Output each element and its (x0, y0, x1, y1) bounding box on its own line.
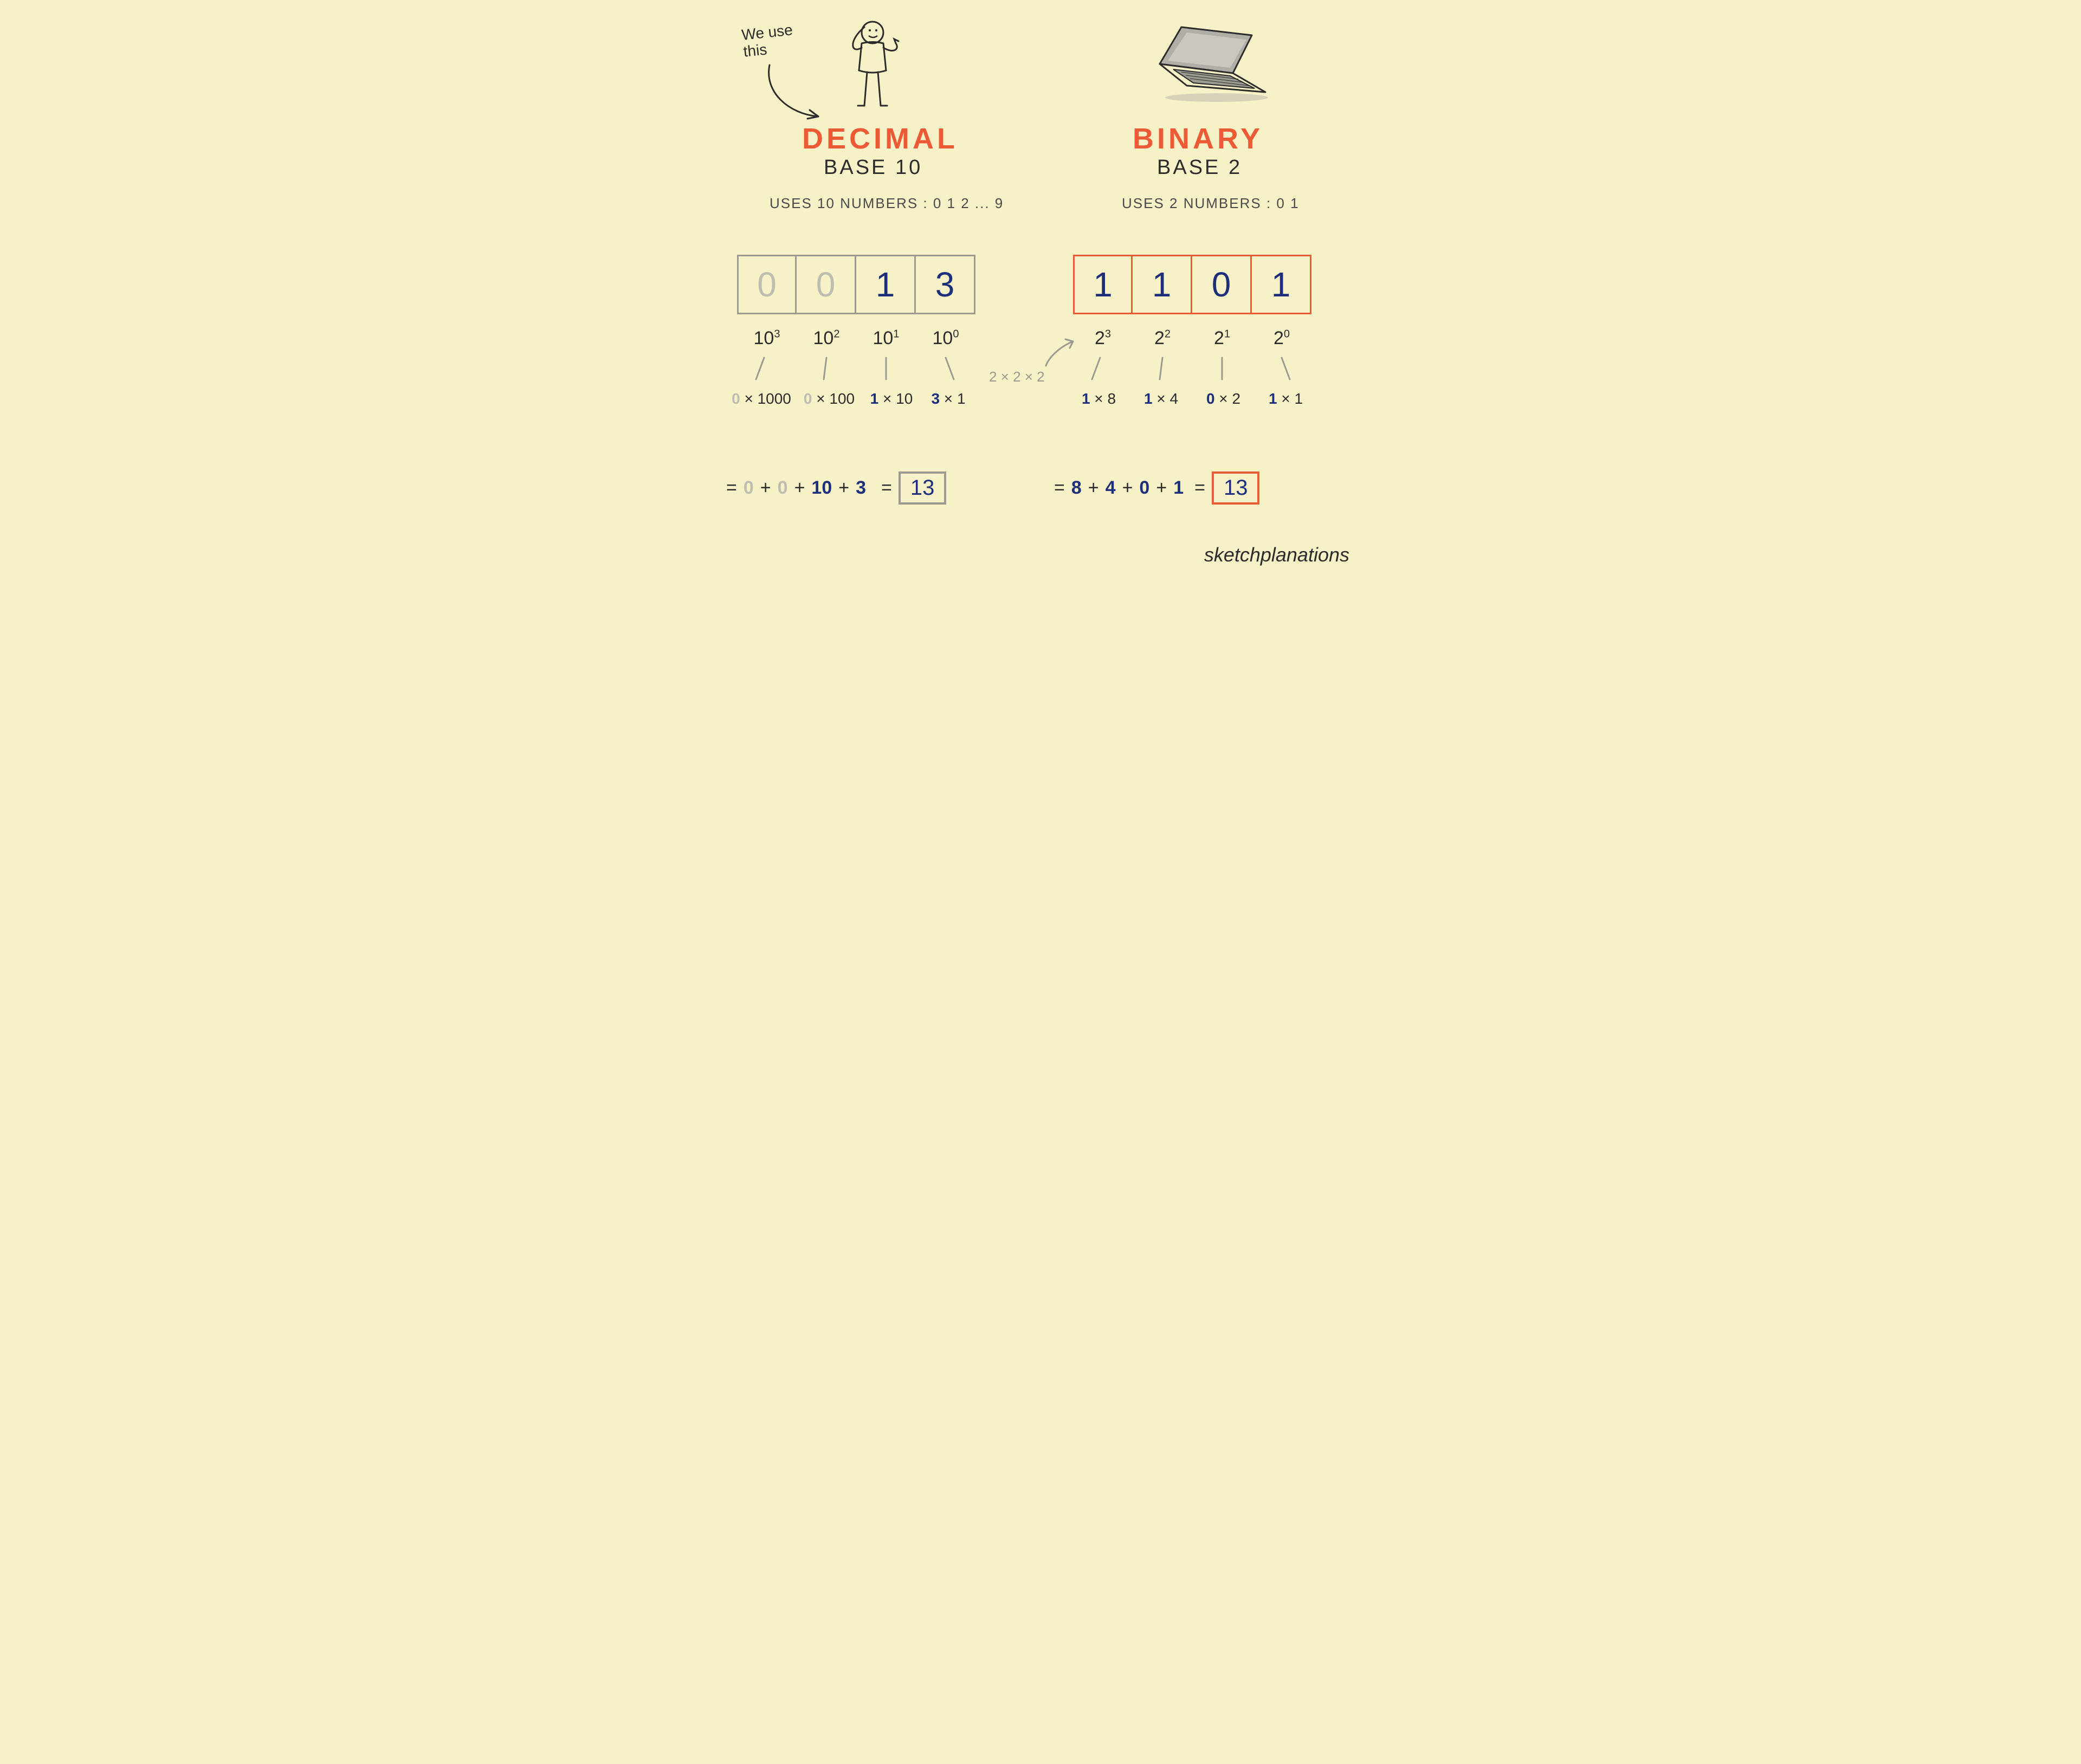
decimal-mult-3: 3 × 1 (921, 390, 975, 408)
decimal-digit-2: 1 (856, 255, 916, 314)
binary-connectors (1073, 355, 1311, 385)
infographic-canvas: We use this DE (694, 0, 1387, 588)
binary-uses: USES 2 NUMBERS : 0 1 (1122, 195, 1300, 212)
decimal-connectors (737, 355, 975, 385)
decimal-power-0: 103 (737, 328, 797, 349)
binary-mult-3: 1 × 1 (1255, 390, 1317, 408)
binary-sum-term-3: 1 (1173, 477, 1184, 499)
decimal-mult-1: 0 × 100 (797, 390, 862, 408)
binary-digit-2: 0 (1192, 255, 1252, 314)
binary-mult-2: 0 × 2 (1192, 390, 1255, 408)
laptop-icon (1143, 22, 1274, 108)
decimal-base: BASE 10 (824, 156, 922, 179)
equals-sign: = (726, 477, 737, 499)
decimal-title: DECIMAL (802, 122, 958, 156)
binary-digit-0: 1 (1073, 255, 1133, 314)
decimal-digit-0: 0 (737, 255, 797, 314)
decimal-mult-2: 1 × 10 (862, 390, 921, 408)
stick-figure-icon (832, 16, 908, 114)
binary-digit-row: 1 1 0 1 (1073, 255, 1311, 314)
decimal-mult-0: 0 × 1000 (726, 390, 797, 408)
binary-sum-term-0: 8 (1071, 477, 1082, 499)
decimal-sum: = 0 + 0 + 10 + 3 = 13 (726, 471, 946, 505)
decimal-sum-term-0: 0 (744, 477, 754, 499)
binary-mult-0: 1 × 8 (1068, 390, 1130, 408)
binary-sum-term-1: 4 (1106, 477, 1116, 499)
decimal-uses: USES 10 NUMBERS : 0 1 2 ... 9 (770, 195, 1004, 212)
signature: sketchplanations (1204, 544, 1349, 566)
decimal-digit-row: 0 0 1 3 (737, 255, 975, 314)
binary-digit-1: 1 (1133, 255, 1192, 314)
equals-sign: = (1054, 477, 1065, 499)
binary-power-3: 20 (1252, 328, 1311, 349)
decimal-digit-1: 0 (797, 255, 856, 314)
decimal-sum-term-2: 10 (811, 477, 832, 499)
binary-answer: 13 (1212, 471, 1260, 505)
binary-powers: 23 22 21 20 (1073, 328, 1311, 349)
binary-title: BINARY (1133, 122, 1263, 156)
decimal-sum-term-3: 3 (856, 477, 866, 499)
binary-sum-term-2: 0 (1139, 477, 1149, 499)
binary-base: BASE 2 (1157, 156, 1242, 179)
decimal-mults: 0 × 1000 0 × 100 1 × 10 3 × 1 (726, 390, 975, 408)
annotation-arrow (759, 60, 835, 125)
decimal-sum-term-1: 0 (778, 477, 788, 499)
binary-mults: 1 × 8 1 × 4 0 × 2 1 × 1 (1068, 390, 1317, 408)
decimal-digit-3: 3 (916, 255, 975, 314)
binary-power-2: 21 (1192, 328, 1252, 349)
annotation-we-use-this: We use this (741, 22, 795, 60)
decimal-powers: 103 102 101 100 (737, 328, 975, 349)
decimal-power-3: 100 (916, 328, 975, 349)
binary-power-1: 22 (1133, 328, 1192, 349)
decimal-answer: 13 (899, 471, 947, 505)
binary-sum: = 8 + 4 + 0 + 1 = 13 (1054, 471, 1259, 505)
binary-digit-3: 1 (1252, 255, 1311, 314)
decimal-power-2: 101 (856, 328, 916, 349)
power-expansion-hint: 2 × 2 × 2 (989, 369, 1045, 385)
hint-arrow (1040, 333, 1084, 371)
binary-mult-1: 1 × 4 (1130, 390, 1192, 408)
decimal-power-1: 102 (797, 328, 856, 349)
